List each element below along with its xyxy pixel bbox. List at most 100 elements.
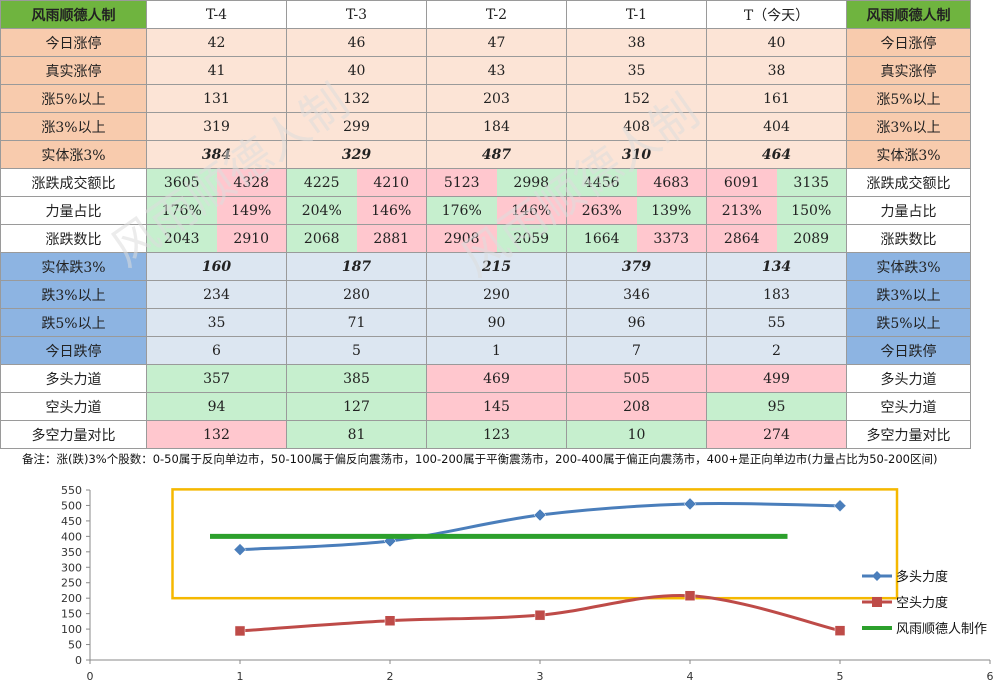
up-row-value: 203 (426, 84, 567, 113)
x-tick-label: 6 (987, 670, 994, 683)
ratio-value: 146% (356, 197, 426, 224)
force-value: 505 (566, 364, 707, 393)
force-value: 127 (286, 392, 427, 421)
down-row-value: 55 (706, 308, 847, 337)
up-row-value: 38 (706, 56, 847, 85)
x-tick-label: 3 (537, 670, 544, 683)
force-row-label: 多空力量对比 (0, 420, 147, 449)
force-line-chart: 0 50 100 150 200 250 300 350 400 450 500 550 0 1 2 3 4 5 6… (61, 484, 994, 683)
legend-label: 空头力度 (896, 595, 948, 611)
solid-down-row-value: 187 (286, 252, 427, 281)
right-header-label: 风雨顺德人制 (846, 0, 971, 29)
down-row-value: 346 (566, 280, 707, 309)
ratio-cell: 204% 146% (286, 196, 427, 225)
down-row-value: 7 (566, 336, 707, 365)
down-row-value: 96 (566, 308, 707, 337)
ratio-cell: 3605 4328 (146, 168, 287, 197)
solid-up-row-value: 384 (146, 140, 287, 169)
solid-down-row-value: 134 (706, 252, 847, 281)
force-value: 123 (426, 420, 567, 449)
up-row-value: 42 (146, 28, 287, 57)
force-value: 95 (706, 392, 847, 421)
up-row-value: 404 (706, 112, 847, 141)
table-row: 涨5%以上 131 132 203 152 161 涨5%以上 (0, 84, 971, 113)
up-row-value: 40 (706, 28, 847, 57)
ratio-value: 149% (216, 197, 286, 224)
ratio-value: 139% (636, 197, 706, 224)
ratio-cell: 2864 2089 (706, 224, 847, 253)
corner-label: 风雨顺德人制 (0, 0, 147, 29)
y-tick-label: 450 (61, 515, 82, 528)
ratio-value: 2998 (496, 169, 566, 196)
y-tick-label: 50 (68, 639, 82, 652)
solid-down-row-value: 379 (566, 252, 707, 281)
data-point (384, 615, 396, 626)
down-row-value: 6 (146, 336, 287, 365)
up-row-value: 47 (426, 28, 567, 57)
down-row-value: 234 (146, 280, 287, 309)
down-row-value: 290 (426, 280, 567, 309)
legend-marker (872, 571, 882, 581)
solid-up-row-label: 实体涨3% (0, 140, 147, 169)
solid-down-row-value: 215 (426, 252, 567, 281)
y-tick-label: 550 (61, 484, 82, 497)
ratio-cell: 2908 2059 (426, 224, 567, 253)
ratio-row-label-right: 涨跌成交额比 (846, 168, 971, 197)
ratio-cell: 5123 2998 (426, 168, 567, 197)
force-value: 357 (146, 364, 287, 393)
ratio-cell: 176% 149% (146, 196, 287, 225)
down-row-value: 71 (286, 308, 427, 337)
ratio-value: 5123 (427, 169, 497, 196)
up-row-value: 35 (566, 56, 707, 85)
day-header: T-3 (286, 0, 427, 29)
ratio-value: 4683 (636, 169, 706, 196)
data-point (534, 609, 546, 621)
ratio-value: 2881 (356, 225, 426, 252)
data-point (683, 497, 697, 511)
table-row: 涨跌成交额比 3605 4328 4225 4210 5123 2998 4456 4683 60… (0, 168, 971, 197)
force-row-label-right: 多头力道 (846, 364, 971, 393)
ratio-row-label-right: 涨跌数比 (846, 224, 971, 253)
up-row-label-right: 涨5%以上 (846, 84, 971, 113)
ratio-cell: 1664 3373 (566, 224, 707, 253)
data-point (684, 590, 696, 601)
force-value: 469 (426, 364, 567, 393)
ratio-row-label: 涨跌数比 (0, 224, 147, 253)
day-header: T-1 (566, 0, 707, 29)
force-value: 385 (286, 364, 427, 393)
ratio-value: 213% (707, 197, 777, 224)
day-header: T（今天） (706, 0, 847, 29)
up-row-label: 涨3%以上 (0, 112, 147, 141)
solid-up-row-value: 329 (286, 140, 427, 169)
table-row: 今日跌停 6 5 1 7 2 今日跌停 (0, 336, 971, 365)
data-point (233, 543, 247, 557)
ratio-cell: 2043 2910 (146, 224, 287, 253)
y-tick-label: 100 (61, 623, 82, 636)
data-point (834, 625, 846, 636)
x-tick-label: 1 (237, 670, 244, 683)
market-strength-table: 风雨顺德人制 T-4 T-3 T-2 T-1 T（今天） 风雨顺德人制 今日涨停 42 46 47 3… (0, 0, 971, 449)
force-value: 132 (146, 420, 287, 449)
ratio-cell: 4225 4210 (286, 168, 427, 197)
table-row: 风雨顺德人制 T-4 T-3 T-2 T-1 T（今天） 风雨顺德人制 (0, 0, 971, 29)
down-row-value: 2 (706, 336, 847, 365)
table-row: 实体涨3% 384 329 487 310 464 实体涨3% (0, 140, 971, 169)
down-row-value: 35 (146, 308, 287, 337)
down-row-value: 90 (426, 308, 567, 337)
ratio-value: 2059 (496, 225, 566, 252)
up-row-label: 今日涨停 (0, 28, 147, 57)
solid-up-row-label-right: 实体涨3% (846, 140, 971, 169)
ratio-value: 2864 (707, 225, 777, 252)
highlight-box (171, 488, 899, 600)
x-tick-label: 2 (387, 670, 394, 683)
down-row-label: 今日跌停 (0, 336, 147, 365)
ratio-value: 176% (147, 197, 217, 224)
table-row: 跌5%以上 35 71 90 96 55 跌5%以上 (0, 308, 971, 337)
up-row-label: 涨5%以上 (0, 84, 147, 113)
up-row-label-right: 今日涨停 (846, 28, 971, 57)
ratio-value: 263% (567, 197, 637, 224)
force-value: 145 (426, 392, 567, 421)
data-point (533, 508, 547, 522)
force-value: 10 (566, 420, 707, 449)
solid-down-row-value: 160 (146, 252, 287, 281)
